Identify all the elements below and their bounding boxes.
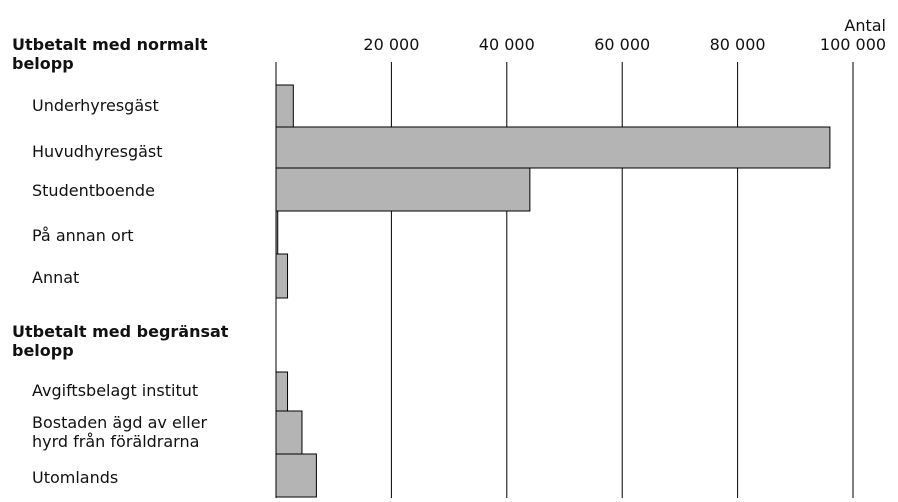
- x-tick-label: 40 000: [478, 35, 535, 54]
- bar: [275, 253, 289, 299]
- category-label-avgiftsbelagt-institut: Avgiftsbelagt institut: [32, 381, 199, 400]
- x-tick-label: 100 000: [819, 35, 887, 54]
- bar: [275, 210, 279, 255]
- bar: [275, 167, 531, 212]
- x-tick-label: 20 000: [363, 35, 420, 54]
- bar: [275, 84, 294, 128]
- bar: [275, 371, 289, 412]
- x-tick-label: 60 000: [594, 35, 651, 54]
- category-label-bostaden-foraldrarna: Bostaden ägd av eller hyrd från föräldra…: [32, 413, 208, 451]
- bar: [275, 410, 303, 455]
- group-label-begransat: Utbetalt med begränsat belopp: [12, 322, 229, 360]
- x-axis-unit-label: Antal: [844, 16, 886, 35]
- bars: [275, 84, 831, 498]
- category-label-annat: Annat: [32, 268, 80, 287]
- bar: [275, 453, 317, 498]
- category-label-studentboende: Studentboende: [32, 181, 155, 200]
- x-tick-label: 80 000: [709, 35, 766, 54]
- category-label-pa-annan-ort: På annan ort: [32, 226, 134, 245]
- group-label-normal: Utbetalt med normalt belopp: [12, 35, 208, 73]
- category-label-huvudhyresgast: Huvudhyresgäst: [32, 142, 163, 161]
- category-label-utomlands: Utomlands: [32, 468, 119, 487]
- bar: [275, 126, 831, 169]
- category-label-underhyresgast: Underhyresgäst: [32, 96, 159, 115]
